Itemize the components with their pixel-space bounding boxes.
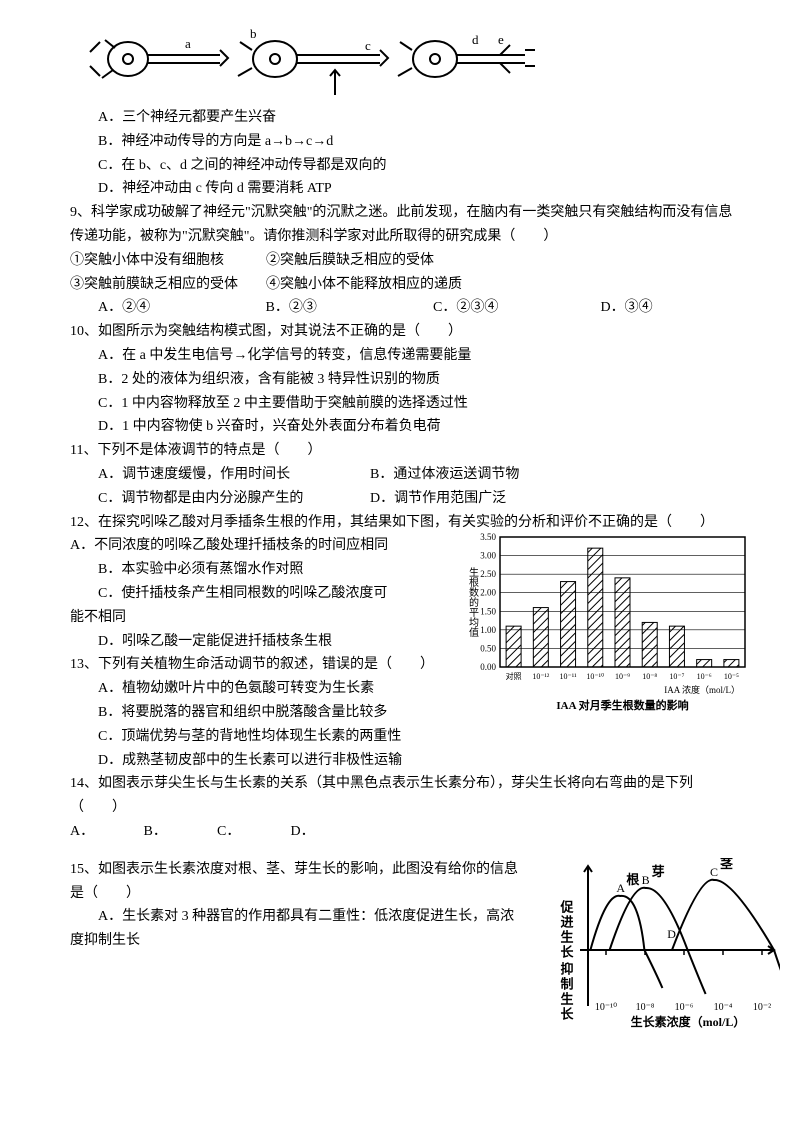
q8-opt-a: A．三个神经元都要产生兴奋 bbox=[70, 106, 740, 130]
svg-text:对照: 对照 bbox=[506, 671, 522, 681]
svg-text:10⁻⁴: 10⁻⁴ bbox=[714, 1002, 733, 1013]
q10-opt-c: C．1 中内容物释放至 2 中主要借助于突触前膜的选择透过性 bbox=[70, 392, 740, 416]
svg-text:根: 根 bbox=[626, 872, 640, 887]
svg-text:d: d bbox=[472, 32, 479, 47]
q12-bar-chart: 0.00 0.50 1.00 1.50 2.00 2.50 3.00 3.50 对照 10⁻¹² 1… bbox=[460, 527, 760, 717]
q14-opt-d: D． bbox=[291, 820, 361, 844]
svg-text:10⁻⁷: 10⁻⁷ bbox=[669, 672, 684, 681]
q8-opt-c: C．在 b、c、d 之间的神经冲动传导都是双向的 bbox=[70, 154, 740, 178]
neuron-diagram: a b c d e bbox=[80, 20, 550, 100]
svg-text:2.00: 2.00 bbox=[480, 587, 496, 597]
svg-text:生根数的平均值: 生根数的平均值 bbox=[467, 565, 479, 637]
svg-text:芽: 芽 bbox=[652, 864, 665, 879]
q11-row2: C．调节物都是由内分泌腺产生的 D．调节作用范围广泛 bbox=[70, 487, 740, 511]
svg-text:10⁻⁹: 10⁻⁹ bbox=[615, 672, 630, 681]
q14-opt-a: A． bbox=[70, 820, 140, 844]
svg-text:c: c bbox=[365, 38, 371, 53]
q9-opt-d: D．③④ bbox=[573, 296, 741, 320]
q12-opt-d: D．吲哚乙酸一定能促进扦插枝条生根 bbox=[70, 630, 400, 654]
q9-opts: A．②④ B．②③ C．②③④ D．③④ bbox=[70, 296, 740, 320]
svg-text:e: e bbox=[498, 32, 504, 47]
svg-text:D: D bbox=[667, 927, 676, 941]
svg-text:2.50: 2.50 bbox=[480, 569, 496, 579]
q12-opt-b: B．本实验中必须有蒸馏水作对照 bbox=[70, 558, 400, 582]
q10-opt-d: D．1 中内容物使 b 兴奋时，兴奋处外表面分布着负电荷 bbox=[70, 415, 740, 439]
q15-stem: 15、如图表示生长素浓度对根、茎、芽生长的影响，此图没有给你的信息是（ ） bbox=[70, 858, 520, 906]
q14-stem: 14、如图表示芽尖生长与生长素的关系（其中黑色点表示生长素分布），芽尖生长将向右… bbox=[70, 772, 740, 820]
svg-text:10⁻⁸: 10⁻⁸ bbox=[636, 1002, 655, 1013]
q15-line-chart: 促进生长抑制生长 10⁻¹⁰ 10⁻⁸ 10⁻⁶ 10⁻⁴ 10⁻² 生长素浓度（mol/L… bbox=[550, 858, 780, 1038]
svg-text:10⁻⁶: 10⁻⁶ bbox=[697, 672, 712, 681]
svg-text:b: b bbox=[250, 26, 257, 41]
q15-opt-a: A．生长素对 3 种器官的作用都具有二重性：低浓度促进生长，高浓度抑制生长 bbox=[70, 905, 520, 953]
q10-opt-b: B．2 处的液体为组织液，含有能被 3 特异性识别的物质 bbox=[70, 368, 740, 392]
svg-text:抑制生长: 抑制生长 bbox=[559, 961, 574, 1022]
q11-opt-d: D．调节作用范围广泛 bbox=[370, 487, 506, 511]
q9-sub2: ③突触前膜缺乏相应的受体 ④突触小体不能释放相应的递质 bbox=[70, 273, 740, 297]
svg-text:10⁻⁵: 10⁻⁵ bbox=[724, 672, 739, 681]
q10-opt-a: A．在 a 中发生电信号→化学信号的转变，信息传递需要能量 bbox=[70, 344, 740, 368]
q13-opt-c: C．顶端优势与茎的背地性均体现生长素的两重性 bbox=[70, 725, 740, 749]
svg-text:0.50: 0.50 bbox=[480, 643, 496, 653]
svg-text:10⁻⁶: 10⁻⁶ bbox=[675, 1002, 694, 1013]
svg-text:10⁻¹¹: 10⁻¹¹ bbox=[560, 672, 578, 681]
svg-text:10⁻²: 10⁻² bbox=[753, 1002, 771, 1013]
q11-opt-b: B．通过体液运送调节物 bbox=[370, 463, 519, 487]
q14-opt-b: B． bbox=[144, 820, 214, 844]
svg-text:IAA 对月季生根数量的影响: IAA 对月季生根数量的影响 bbox=[556, 698, 688, 712]
q11-opt-c: C．调节物都是由内分泌腺产生的 bbox=[70, 487, 370, 511]
q11-opt-a: A．调节速度缓慢，作用时间长 bbox=[70, 463, 370, 487]
q8-opt-d: D．神经冲动由 c 传向 d 需要消耗 ATP bbox=[70, 177, 740, 201]
svg-text:3.00: 3.00 bbox=[480, 550, 496, 560]
q9-opt-b: B．②③ bbox=[238, 296, 406, 320]
q11-stem: 11、下列不是体液调节的特点是（ ） bbox=[70, 439, 740, 463]
svg-text:3.50: 3.50 bbox=[480, 532, 496, 542]
svg-text:10⁻⁸: 10⁻⁸ bbox=[642, 672, 657, 681]
q13-opt-d: D．成熟茎韧皮部中的生长素可以进行非极性运输 bbox=[70, 749, 740, 773]
svg-text:茎: 茎 bbox=[720, 858, 733, 871]
svg-text:a: a bbox=[185, 36, 191, 51]
svg-text:A: A bbox=[616, 881, 625, 895]
q9-stem: 9、科学家成功破解了神经元"沉默突触"的沉默之迷。此前发现，在脑内有一类突触只有… bbox=[70, 201, 740, 249]
q14-opts: A． B． C． D． bbox=[70, 820, 740, 844]
q10-stem: 10、如图所示为突触结构模式图，对其说法不正确的是（ ） bbox=[70, 320, 740, 344]
svg-text:生长素浓度（mol/L）: 生长素浓度（mol/L） bbox=[631, 1014, 746, 1029]
q12-opt-c: C．使扦插枝条产生相同根数的吲哚乙酸浓度可能不相同 bbox=[70, 582, 400, 630]
svg-text:促进生长: 促进生长 bbox=[559, 899, 575, 960]
q12-opt-a: A．不同浓度的吲哚乙酸处理扦插枝条的时间应相同 bbox=[70, 534, 400, 558]
svg-text:10⁻¹⁰: 10⁻¹⁰ bbox=[595, 1002, 617, 1013]
q8-opt-b: B．神经冲动传导的方向是 a→b→c→d bbox=[70, 130, 740, 154]
q9-opt-c: C．②③④ bbox=[405, 296, 573, 320]
q9-sub1: ①突触小体中没有细胞核 ②突触后膜缺乏相应的受体 bbox=[70, 249, 740, 273]
q11-row1: A．调节速度缓慢，作用时间长 B．通过体液运送调节物 bbox=[70, 463, 740, 487]
q9-opt-a: A．②④ bbox=[70, 296, 238, 320]
svg-text:1.50: 1.50 bbox=[480, 606, 496, 616]
svg-text:B: B bbox=[642, 873, 650, 887]
svg-text:10⁻¹²: 10⁻¹² bbox=[532, 672, 550, 681]
svg-text:0.00: 0.00 bbox=[480, 662, 496, 672]
svg-text:10⁻¹⁰: 10⁻¹⁰ bbox=[586, 672, 604, 681]
svg-text:1.00: 1.00 bbox=[480, 624, 496, 634]
q14-opt-c: C． bbox=[217, 820, 287, 844]
svg-text:IAA 浓度（mol/L）: IAA 浓度（mol/L） bbox=[664, 684, 740, 695]
svg-text:C: C bbox=[710, 865, 718, 879]
